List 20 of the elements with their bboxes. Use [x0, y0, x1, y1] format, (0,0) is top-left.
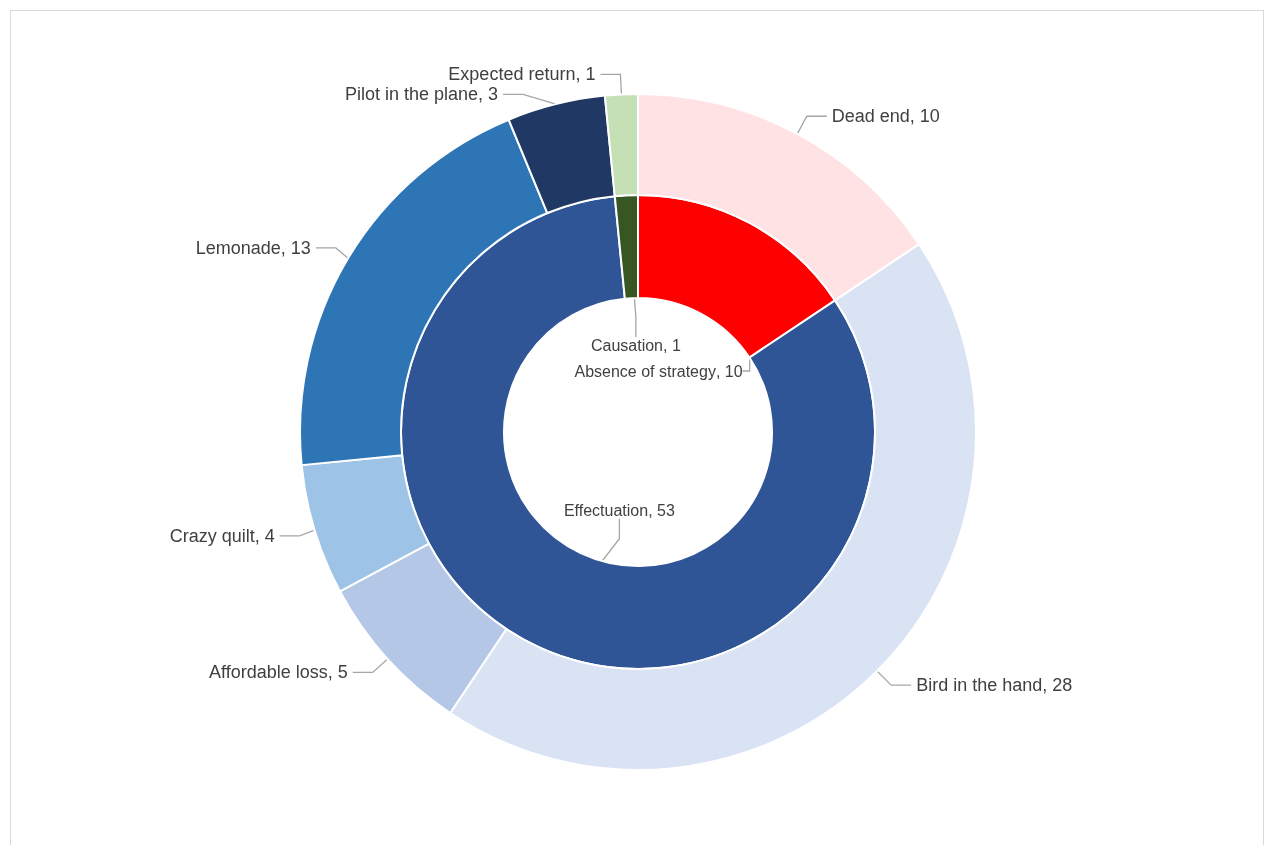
slice-label: Expected return	[448, 64, 576, 85]
slice-label: Affordable loss	[208, 662, 328, 683]
data-label: , 1	[575, 64, 596, 85]
slice-label: Dead end	[831, 106, 910, 127]
data-label: , 28	[1042, 675, 1073, 696]
slice-label: Lemonade	[195, 237, 281, 258]
slice-label: Absence of strategy	[574, 362, 716, 380]
data-label: , 4	[254, 525, 275, 546]
slice-label: Bird in the hand	[916, 675, 1043, 696]
data-label: , 3	[478, 84, 499, 105]
slice-label: Pilot in the plane	[344, 84, 479, 105]
data-label: , 1	[662, 336, 681, 354]
data-label: , 13	[280, 237, 311, 258]
slice-label: Causation	[590, 336, 663, 354]
slice-label: Effectuation	[563, 502, 649, 520]
slice-label: Crazy quilt	[169, 525, 255, 546]
data-label: , 10	[909, 106, 940, 127]
data-label: , 10	[715, 362, 743, 380]
data-label: , 53	[648, 502, 675, 520]
data-label: , 5	[327, 662, 348, 683]
